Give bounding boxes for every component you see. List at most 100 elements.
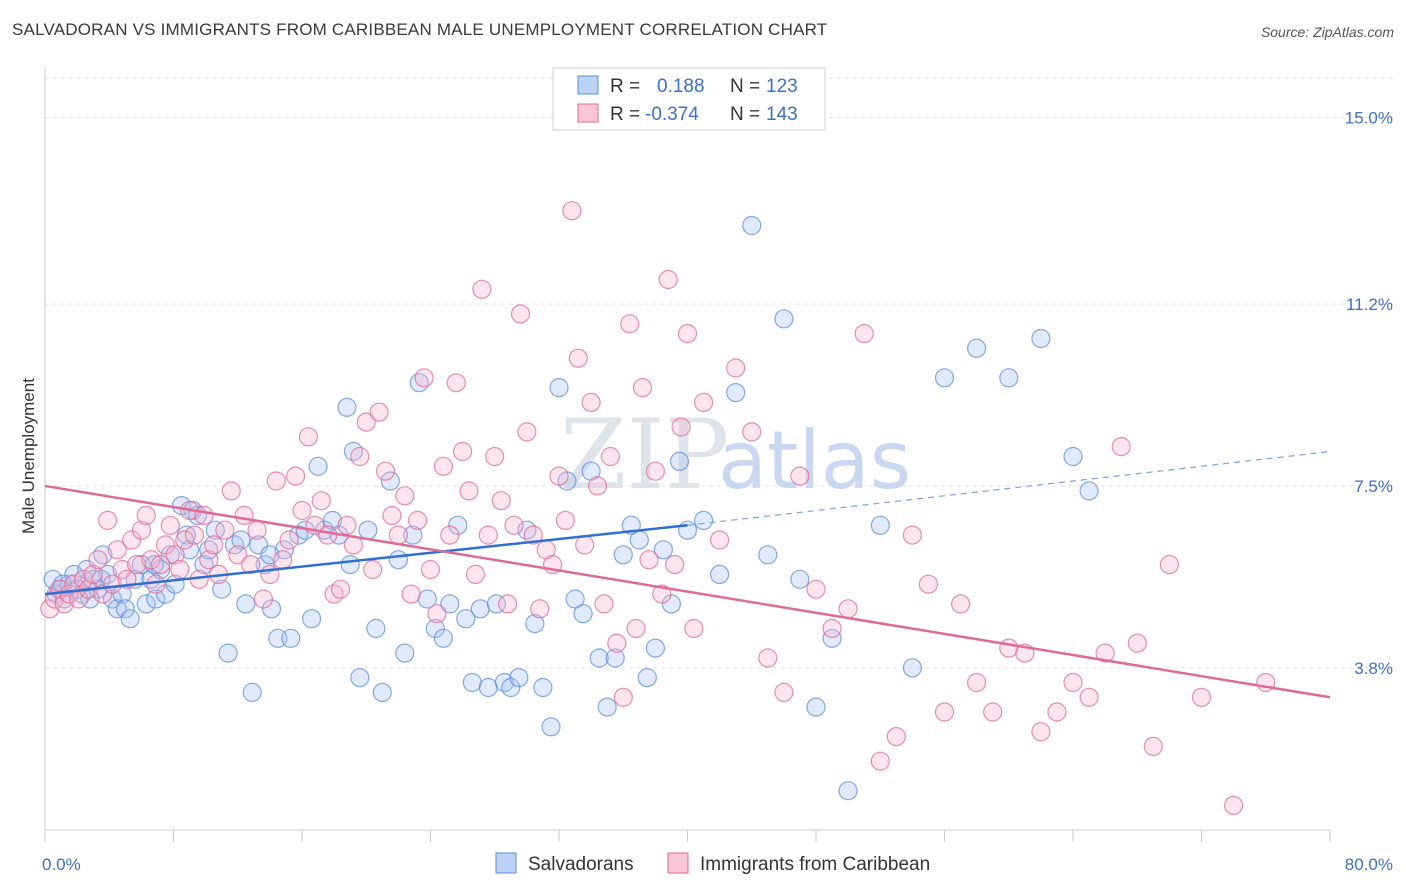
salvadorans-point-93: [645, 638, 666, 658]
salvadorans-point-110: [934, 368, 955, 388]
caribbean-point-119: [838, 599, 858, 619]
salvadorans-point-61: [395, 643, 415, 663]
caribbean-point-67: [414, 368, 434, 388]
salvadorans-point-22: [146, 589, 166, 609]
salvadorans-point-39: [242, 682, 262, 703]
caribbean-point-32: [194, 505, 214, 526]
salvadorans-point-16: [115, 599, 135, 619]
salvadorans-point-108: [870, 515, 890, 535]
caribbean-point-129: [999, 638, 1019, 658]
salvadorans-point-89: [613, 545, 633, 565]
caribbean-trend-line: [44, 484, 1331, 699]
caribbean-point-63: [388, 525, 408, 545]
salvadorans-point-55: [350, 667, 370, 688]
y-tick-labels: 3.8% 7.5% 11.2% 15.0%: [1345, 108, 1393, 677]
salvadorans-point-75: [501, 677, 521, 698]
caribbean-point-122: [886, 726, 906, 747]
salvadorans-point-115: [1079, 481, 1099, 501]
caribbean-point-54: [330, 579, 351, 599]
stats-legend: R = 0.188 N = 123 R = -0.374 N = 143: [552, 67, 826, 131]
salvadorans-point-73: [486, 594, 506, 614]
trend-lines: [44, 450, 1331, 699]
caribbean-point-58: [356, 412, 376, 432]
stats-n-label-0: N =: [730, 76, 760, 97]
caribbean-point-123: [902, 525, 923, 545]
salvadorans-point-112: [999, 368, 1019, 388]
salvadorans-point-104: [790, 569, 810, 589]
salvadorans-point-100: [726, 383, 746, 403]
caribbean-point-117: [806, 579, 826, 599]
salvadorans-point-99: [709, 564, 730, 585]
x-tick-label-0: 0.0%: [42, 855, 81, 874]
caribbean-point-64: [395, 486, 415, 506]
salvadorans-point-68: [448, 515, 468, 535]
salvadorans-point-95: [661, 594, 682, 614]
salvadorans-point-101: [742, 215, 762, 236]
salvadorans-point-92: [637, 667, 657, 688]
chart-title: SALVADORAN VS IMMIGRANTS FROM CARIBBEAN …: [12, 20, 828, 39]
salvadorans-point-94: [653, 540, 674, 560]
salvadorans-point-48: [302, 609, 322, 629]
caribbean-point-10: [88, 550, 108, 570]
caribbean-point-114: [758, 648, 778, 668]
caribbean-point-34: [204, 535, 224, 555]
caribbean-point-137: [1127, 633, 1147, 653]
caribbean-point-61: [375, 461, 396, 481]
salvadorans-point-60: [388, 550, 408, 570]
salvadorans-point-121: [260, 545, 280, 565]
caribbean-point-106: [665, 554, 685, 575]
salvadorans-point-70: [462, 672, 482, 693]
caribbean-point-41: [247, 520, 267, 540]
salvadorans-point-91: [629, 530, 649, 550]
salvadorans-point-71: [470, 599, 490, 619]
x-tick-labels: 0.0% 80.0%: [42, 855, 1393, 874]
caribbean-point-23: [151, 554, 171, 575]
caribbean-point-38: [228, 545, 248, 565]
caribbean-point-24: [155, 535, 176, 555]
legend-label-salvadorans: Salvadorans: [528, 854, 634, 875]
caribbean-point-12: [97, 510, 118, 531]
caribbean-point-60: [369, 402, 389, 422]
caribbean-point-19: [131, 520, 151, 540]
caribbean-point-96: [600, 446, 621, 467]
stats-swatch-salvadorans: [577, 75, 599, 95]
caribbean-point-74: [459, 481, 479, 501]
caribbean-point-140: [1191, 687, 1212, 707]
caribbean-point-62: [382, 505, 402, 526]
caribbean-point-124: [918, 574, 939, 594]
caribbean-point-25: [160, 515, 180, 535]
watermark: ZIP atlas: [560, 399, 911, 511]
salvadorans-point-54: [343, 441, 363, 462]
caribbean-point-138: [1143, 736, 1163, 757]
caribbean-point-141: [1223, 795, 1244, 816]
stats-r-label-1: R =: [610, 104, 640, 125]
salvadorans-point-25: [160, 545, 180, 565]
caribbean-point-110: [693, 392, 714, 412]
caribbean-point-95: [594, 594, 614, 614]
caribbean-point-7: [73, 569, 94, 589]
caribbean-point-136: [1111, 437, 1131, 457]
salvadorans-point-56: [358, 520, 378, 540]
caribbean-point-107: [671, 417, 691, 437]
salvadorans-point-35: [218, 643, 238, 663]
salvadorans-point-98: [693, 510, 714, 531]
caribbean-point-82: [510, 304, 531, 324]
salvadorans-point-114: [1063, 446, 1083, 467]
salvadorans-point-113: [1031, 328, 1051, 349]
salvadorans-trend-line: [44, 524, 688, 596]
watermark-zip: ZIP: [560, 399, 729, 511]
caribbean-point-88: [549, 466, 569, 486]
caribbean-point-40: [241, 554, 261, 575]
caribbean-point-4: [59, 584, 79, 604]
caribbean-point-132: [1047, 702, 1067, 722]
caribbean-point-135: [1095, 643, 1115, 663]
caribbean-point-120: [854, 324, 874, 344]
caribbean-point-13: [102, 574, 123, 594]
salvadorans-point-58: [372, 682, 392, 703]
salvadorans-point-78: [525, 613, 545, 634]
bottom-legend: Salvadorans Immigrants from Caribbean: [495, 852, 930, 875]
caribbean-point-44: [266, 471, 286, 491]
caribbean-point-73: [453, 441, 473, 462]
caribbean-point-9: [83, 564, 103, 585]
caribbean-point-47: [286, 466, 306, 486]
